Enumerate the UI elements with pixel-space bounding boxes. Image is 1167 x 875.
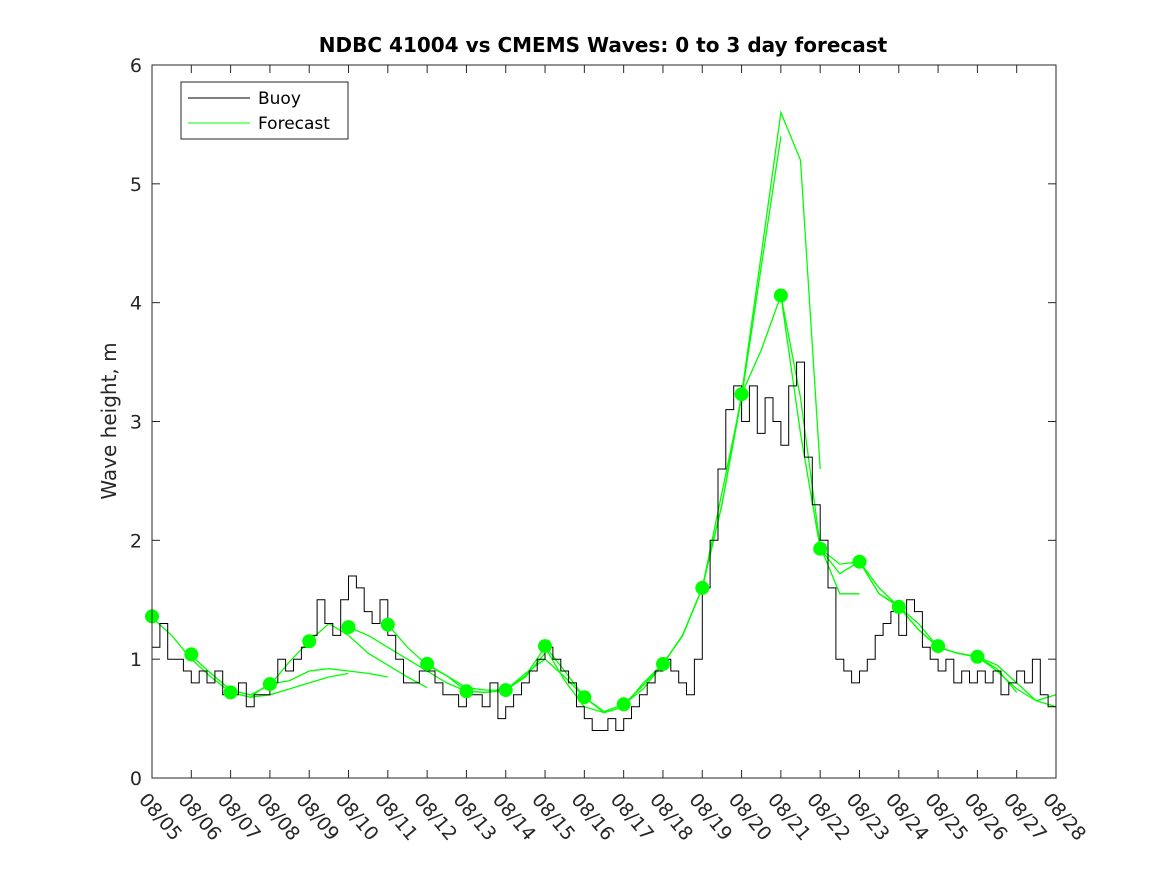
- x-tick-label-3: 08/07: [213, 789, 265, 845]
- x-tick-label-24: 08/28: [1038, 789, 1090, 845]
- forecast-point-9: [459, 684, 474, 699]
- forecast-line-12: [583, 587, 703, 713]
- forecast-line-14: [662, 136, 782, 665]
- forecast-line-4: [269, 668, 388, 685]
- forecast-point-18: [813, 541, 828, 556]
- y-tick-label-2: 2: [130, 530, 142, 552]
- forecast-line-15: [701, 110, 821, 589]
- x-tick-label-20: 08/24: [881, 789, 933, 845]
- x-tick-label-19: 08/23: [842, 789, 894, 845]
- y-tick-label-0: 0: [130, 768, 142, 790]
- x-tick-label-2: 08/06: [173, 789, 225, 845]
- x-tick-label-5: 08/09: [291, 789, 343, 845]
- forecast-point-12: [577, 690, 592, 705]
- legend: Buoy Forecast: [180, 81, 349, 140]
- x-tick-label-8: 08/12: [409, 789, 461, 845]
- forecast-line-17: [780, 295, 900, 607]
- forecast-point-20: [891, 599, 906, 614]
- forecast-line-11: [544, 645, 664, 714]
- forecast-point-17: [773, 288, 788, 303]
- forecast-line-13: [623, 397, 743, 705]
- y-axis-label: Wave height, m: [97, 342, 121, 499]
- x-tick-label-9: 08/13: [449, 789, 501, 845]
- forecast-point-19: [852, 554, 867, 569]
- y-tick-label-4: 4: [130, 293, 142, 315]
- y-tick-label-1: 1: [130, 649, 142, 671]
- forecast-point-11: [538, 639, 552, 654]
- x-tick-label-13: 08/17: [606, 789, 658, 845]
- x-tick-label-12: 08/16: [567, 789, 619, 845]
- chart-title: NDBC 41004 vs CMEMS Waves: 0 to 3 day fo…: [319, 33, 888, 57]
- forecast-point-15: [695, 580, 710, 595]
- legend-box: [180, 81, 349, 140]
- x-tick-label-11: 08/15: [527, 789, 579, 845]
- forecast-point-13: [616, 697, 631, 712]
- legend-forecast-label: Forecast: [258, 114, 330, 134]
- forecast-point-14: [656, 656, 670, 671]
- forecast-line-3: [230, 672, 349, 698]
- x-tick-label-23: 08/27: [999, 789, 1051, 845]
- y-tick-label-3: 3: [130, 412, 142, 434]
- x-tick-label-18: 08/22: [802, 789, 854, 845]
- forecast-point-5: [302, 634, 317, 649]
- y-axis-label-group: Wave height, m: [97, 342, 121, 499]
- forecast-point-10: [498, 683, 513, 698]
- x-tick-label-7: 08/11: [370, 789, 422, 845]
- forecast-point-16: [734, 387, 749, 402]
- forecast-line-16: [741, 293, 860, 595]
- forecast-point-2: [184, 647, 199, 662]
- plot-area: [145, 110, 1057, 731]
- y-tick-label-6: 6: [130, 55, 142, 77]
- x-tick-label-22: 08/26: [960, 789, 1012, 845]
- forecast-point-6: [341, 620, 356, 635]
- forecast-point-21: [931, 639, 946, 654]
- forecast-line-18: [819, 548, 939, 648]
- forecast-point-3: [223, 685, 238, 700]
- forecast-point-8: [420, 656, 435, 671]
- x-tick-label-10: 08/14: [488, 789, 540, 845]
- x-tick-label-16: 08/20: [724, 789, 776, 845]
- forecast-line-20: [898, 606, 1018, 693]
- y-tick-label-5: 5: [130, 174, 142, 196]
- x-tick-label-14: 08/18: [645, 789, 697, 845]
- forecast-point-22: [970, 649, 985, 664]
- forecast-line-1: [151, 617, 271, 698]
- forecast-line-10: [505, 646, 624, 714]
- x-tick-label-1: 08/05: [134, 789, 186, 845]
- x-tick-label-6: 08/10: [331, 789, 383, 845]
- legend-buoy-label: Buoy: [258, 89, 301, 109]
- axes: 012345608/0508/0608/0708/0808/0908/1008/…: [130, 55, 1090, 845]
- forecast-line-6: [348, 626, 467, 692]
- x-tick-label-21: 08/25: [920, 789, 972, 845]
- x-tick-label-4: 08/08: [252, 789, 304, 845]
- buoy-line: [152, 361, 1056, 731]
- forecast-point-7: [380, 617, 395, 632]
- forecast-line-9: [466, 658, 585, 698]
- forecast-line-21: [937, 646, 1057, 708]
- x-tick-label-15: 08/19: [684, 789, 736, 845]
- forecast-point-4: [262, 677, 277, 692]
- forecast-line-19: [858, 561, 978, 658]
- forecast-line-2: [190, 640, 310, 696]
- x-tick-label-17: 08/21: [763, 789, 815, 845]
